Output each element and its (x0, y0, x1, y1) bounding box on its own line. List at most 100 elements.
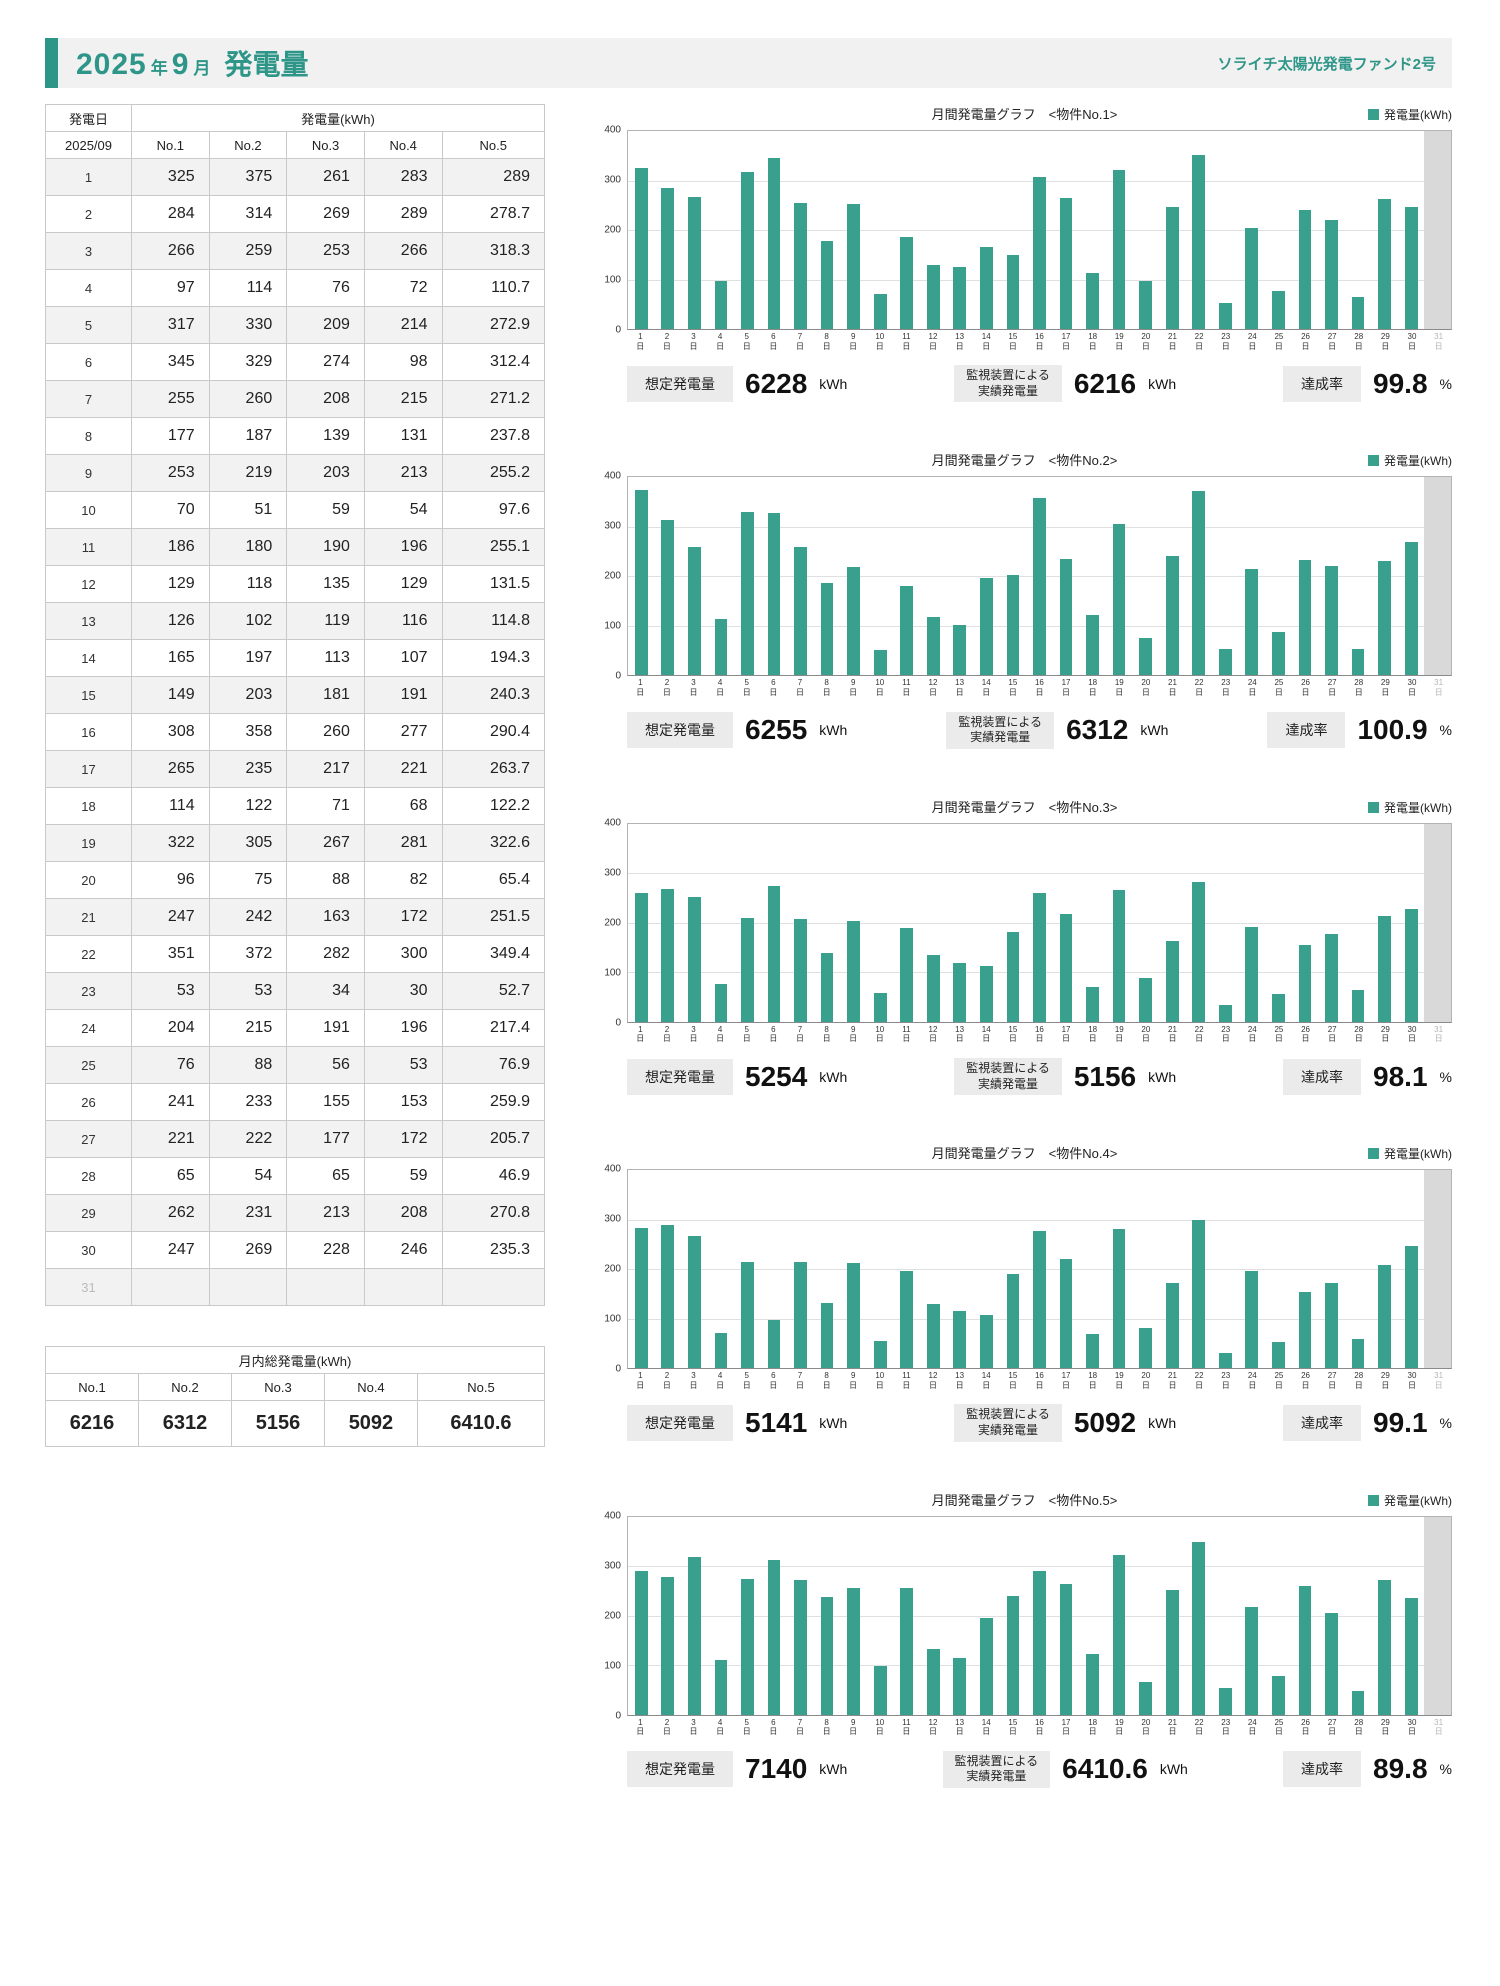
bar-slot (1079, 131, 1106, 329)
x-tick-label: 17 日 (1053, 678, 1080, 697)
bar (794, 202, 807, 329)
bar-slot (708, 131, 735, 329)
day-cell: 30 (45, 1231, 132, 1269)
value-cell: 70 (131, 491, 210, 529)
value-cell: 278.7 (441, 195, 545, 233)
chart-header: 月間発電量グラフ <物件No.5> 発電量(kWh) (597, 1490, 1452, 1512)
value-cell: 259.9 (441, 1083, 545, 1121)
legend-label: 発電量(kWh) (1384, 800, 1452, 815)
x-tick-label: 29 日 (1372, 678, 1399, 697)
x-tick-unit: 日 (1274, 1034, 1283, 1044)
bar-slot (655, 1517, 682, 1715)
x-tick-label: 13 日 (946, 1718, 973, 1737)
expected-unit: kWh (819, 1761, 848, 1778)
bar-slot (867, 131, 894, 329)
bar-slot (814, 477, 841, 676)
x-tick-day: 3 (691, 1717, 696, 1727)
value-cell: 96 (131, 861, 210, 899)
y-tick-label: 300 (604, 1213, 621, 1225)
x-tick-day: 28 (1354, 1717, 1364, 1727)
x-tick-label: 11 日 (893, 1025, 920, 1044)
y-tick-label: 100 (604, 967, 621, 979)
day-cell: 4 (45, 269, 132, 307)
x-tick-unit: 日 (1248, 1034, 1257, 1044)
bar-slot (1000, 1517, 1027, 1715)
plot-area (627, 1169, 1452, 1370)
bar-slot (947, 477, 974, 676)
x-tick-label: 27 日 (1319, 1718, 1346, 1737)
bar-slot (893, 1517, 920, 1715)
bar-slot (893, 824, 920, 1022)
value-cell: 88 (208, 1046, 288, 1084)
chart-legend: 発電量(kWh) (1368, 106, 1452, 123)
bar (1192, 155, 1206, 329)
x-tick-day: 14 (981, 678, 991, 688)
value-cell: 114.8 (441, 602, 545, 640)
x-tick-label: 25 日 (1266, 332, 1293, 351)
value-cell: 312.4 (441, 343, 545, 381)
x-tick-unit: 日 (822, 1034, 831, 1044)
bar-slot (1185, 1517, 1212, 1715)
value-cell (131, 1268, 210, 1306)
value-cell: 208 (286, 380, 365, 418)
value-cell: 190 (286, 528, 365, 566)
x-tick-day: 3 (691, 1024, 696, 1034)
value-cell: 217.4 (441, 1009, 545, 1047)
bar-slot (840, 824, 867, 1022)
x-tick-unit: 日 (1328, 1034, 1337, 1044)
bar (1272, 291, 1285, 329)
bar (741, 172, 754, 329)
actual-unit: kWh (1148, 1068, 1177, 1085)
y-tick-label: 400 (604, 1510, 621, 1521)
x-tick-day: 2 (664, 1024, 670, 1034)
x-tick-unit: 日 (1141, 1034, 1150, 1044)
x-tick-label: 10 日 (866, 1371, 893, 1390)
bar-slot (787, 1517, 814, 1715)
bar-slot (1106, 824, 1133, 1022)
x-tick-label: 31 日 (1425, 1371, 1452, 1390)
value-cell: 59 (286, 491, 365, 529)
bar-slot (761, 1517, 788, 1715)
bar (634, 168, 648, 329)
bar-slot (867, 1170, 894, 1369)
bar-slot (1000, 824, 1027, 1022)
bar (794, 546, 807, 676)
value-cell: 180 (208, 528, 288, 566)
x-tick-day: 11 (902, 1717, 911, 1727)
bar-slot (840, 1170, 867, 1369)
bar (634, 489, 648, 676)
value-cell: 345 (131, 343, 210, 381)
x-tick-unit: 日 (1008, 1380, 1017, 1390)
x-tick-day: 5 (744, 1717, 749, 1727)
bar-slot (840, 131, 867, 329)
col-header-no: No.1 (131, 131, 210, 159)
actual-value: 6410.6 (1062, 1753, 1148, 1785)
x-tick-day: 30 (1407, 332, 1417, 341)
x-tick-unit: 日 (1168, 1727, 1177, 1737)
day-cell: 23 (45, 972, 132, 1010)
x-tick-unit: 日 (1434, 1380, 1443, 1390)
x-tick-unit: 日 (982, 341, 991, 351)
bar-slot (628, 1517, 655, 1715)
table-row: 17 265 235 217 221 263.7 (45, 750, 545, 788)
x-tick-label: 31 日 (1425, 332, 1452, 351)
value-cell: 71 (286, 787, 365, 825)
x-tick-unit: 日 (1088, 341, 1097, 351)
x-tick-unit: 日 (1328, 341, 1337, 351)
x-tick-day: 8 (824, 678, 829, 688)
chart-body: 0 100 200 300 400 (597, 1510, 1452, 1721)
rate-unit: % (1439, 1068, 1452, 1085)
day-cell: 19 (45, 824, 132, 862)
bar (714, 618, 728, 676)
table-row: 10 70 51 59 54 97.6 (45, 491, 545, 529)
bar (900, 927, 914, 1022)
expected-group: 想定発電量 5254 kWh (627, 1058, 847, 1095)
title-bar: 2025 年 9 月 発電量 ソライチ太陽光発電ファンド2号 (45, 38, 1452, 88)
x-tick-day: 29 (1380, 1024, 1390, 1034)
day-cell: 25 (45, 1046, 132, 1084)
x-tick-day: 26 (1301, 678, 1310, 688)
x-tick-label: 11 日 (893, 1718, 920, 1737)
bar (1165, 1283, 1179, 1369)
